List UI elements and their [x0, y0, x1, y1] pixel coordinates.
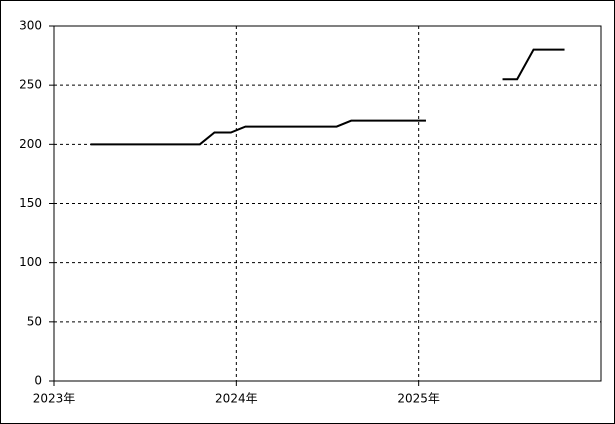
x-tick-label: 2025年	[397, 392, 440, 406]
y-tick-label: 300	[19, 19, 42, 33]
y-tick-label: 100	[19, 255, 42, 269]
x-tick-label: 2023年	[33, 392, 76, 406]
y-tick-label: 150	[19, 196, 42, 210]
line	[90, 48, 565, 146]
y-tick-label: 200	[19, 137, 42, 151]
plot-area	[53, 25, 602, 382]
y-tick-label: 50	[27, 314, 42, 328]
y-tick-label: 250	[19, 78, 42, 92]
y-tick-label: 0	[34, 374, 42, 388]
x-tick-label: 2024年	[215, 392, 258, 406]
